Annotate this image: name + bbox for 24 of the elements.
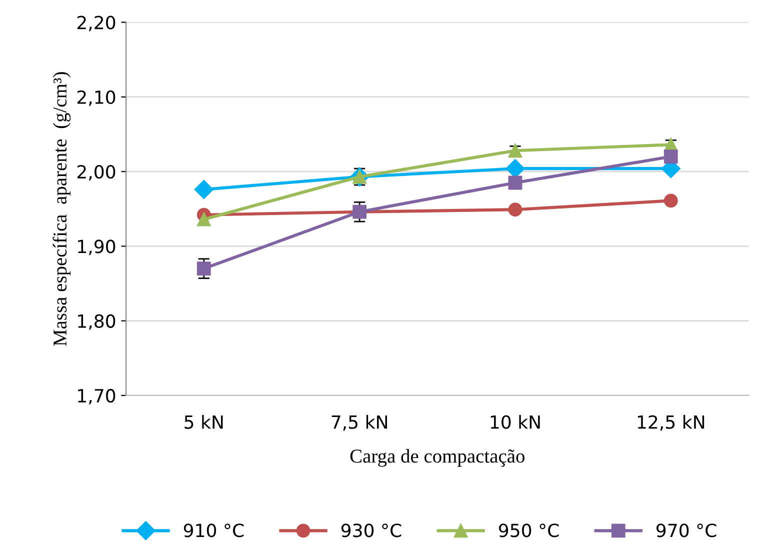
legend-label: 950 °C (498, 524, 559, 538)
y-tick-label: 2,00 (77, 165, 116, 181)
point (508, 144, 522, 158)
point (508, 202, 522, 217)
point (664, 150, 678, 164)
legend-label: 970 °C (656, 524, 716, 538)
x-tick-label: 10 kN (490, 414, 540, 429)
y-tick-label: 1,70 (78, 388, 116, 404)
x-axis-title: Carga de compactação (350, 449, 524, 467)
point (194, 180, 214, 200)
y-tick-label: 1,90 (78, 240, 116, 256)
x-tick-label: 5 kN (184, 414, 223, 429)
x-tick-label: 7,5 kN (332, 414, 387, 431)
y-tick-label: 1,80 (78, 314, 116, 330)
point (508, 176, 522, 190)
y-axis-title: Massa específica aparente (g/cm³) (52, 72, 71, 346)
y-tick-label: 2,20 (77, 16, 116, 32)
y-tick-label: 2,10 (77, 90, 116, 106)
legend-label: 930 °C (341, 524, 402, 538)
point (196, 262, 211, 276)
point (664, 194, 678, 208)
x-tick-label: 12,5 kN (638, 414, 704, 431)
legend-label: 910 °C (184, 524, 244, 538)
point (196, 212, 211, 226)
